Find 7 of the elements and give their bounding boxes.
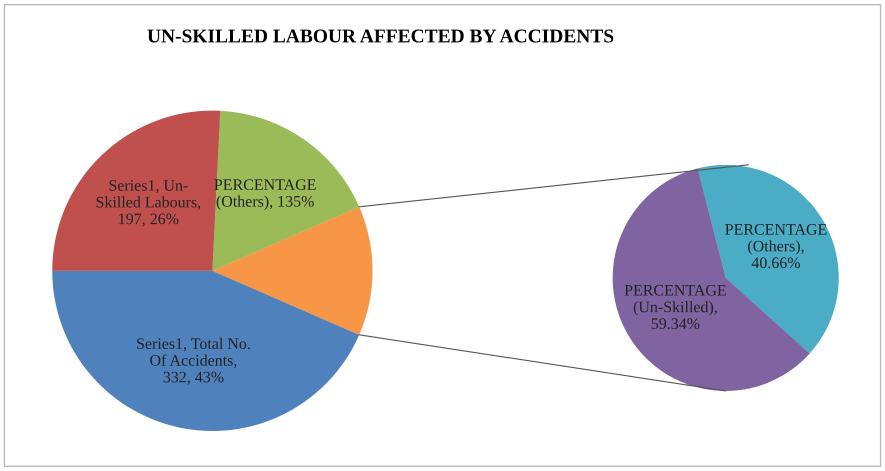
data-label: Series1, Total No. Of Accidents, 332, 43% xyxy=(137,338,250,385)
data-label: Series1, Un- Skilled Labours, 197, 26% xyxy=(96,180,200,227)
pie-slice xyxy=(212,110,360,271)
data-label: PERCENTAGE (Others), 40.66% xyxy=(725,224,826,268)
pie-slice xyxy=(52,270,360,431)
data-label: PERCENTAGE (Un-Skilled), 59.34% xyxy=(624,284,726,330)
chart-title: UN-SKILLED LABOUR AFFECTED BY ACCIDENTS xyxy=(147,29,614,43)
